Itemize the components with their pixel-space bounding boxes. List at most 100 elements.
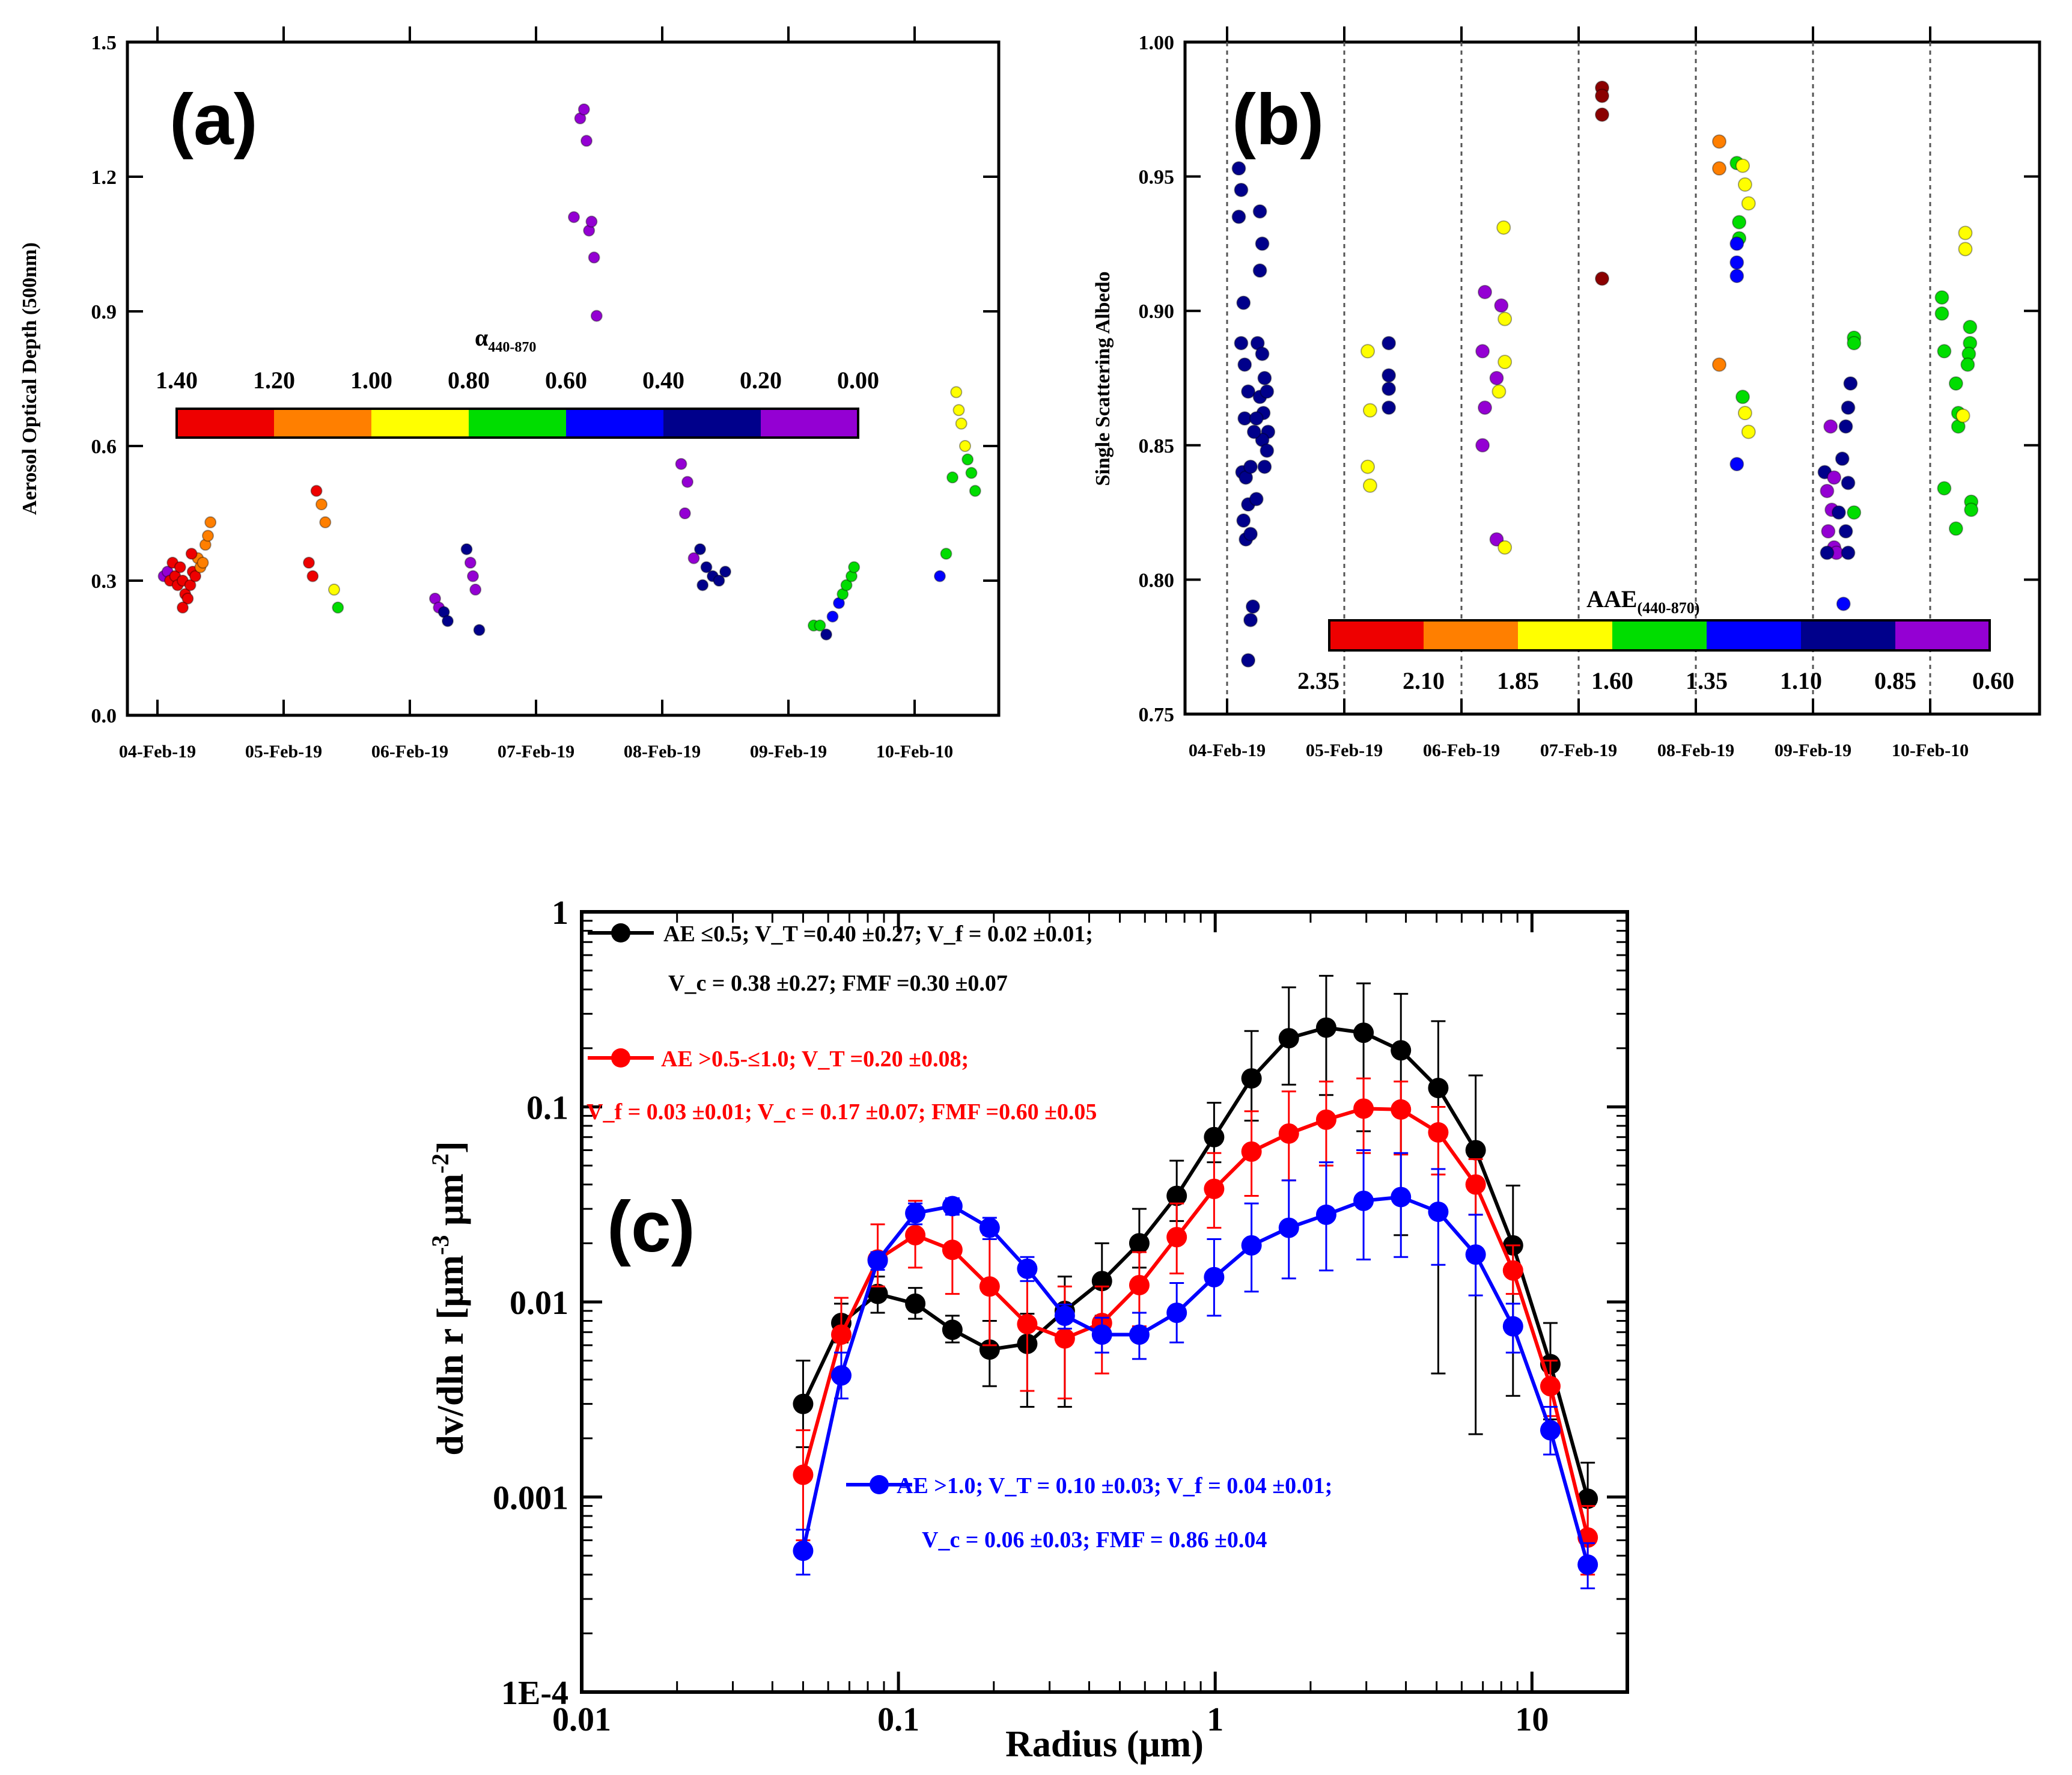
panel-b-colorbar-swatches [1328,619,1991,652]
panel-a-x-ticks: 04-Feb-19 05-Feb-19 06-Feb-19 07-Feb-19 08-F… [119,26,953,762]
data-point [1841,545,1856,560]
panel-b-y-ticks: 0.75 0.80 0.85 0.90 0.95 1.00 [1139,32,2040,726]
data-point [675,457,687,470]
data-point [1732,215,1747,230]
data-point [1257,459,1272,474]
panel-a-frame [126,40,1001,717]
data-point [315,498,328,511]
series-line [801,1025,1589,1500]
y-tick-label: 1 [552,894,568,932]
data-point [940,548,952,560]
data-point [177,601,189,614]
data-point [1843,376,1858,391]
data-point [1255,236,1270,251]
data-point [1494,298,1509,313]
data-point [174,561,186,573]
series-marker [979,1217,1000,1238]
colorbar-label: 2.10 [1403,667,1445,694]
series-marker [1241,1068,1262,1089]
series-marker [867,1250,888,1271]
y-tick-label: 0.001 [493,1480,568,1517]
panel-b-frame [1183,40,2041,716]
data-point [1231,209,1246,224]
data-point [1831,505,1846,520]
series-marker [1353,1098,1374,1119]
panel-b-ylabel: Single Scattering Albedo [1092,271,1114,486]
data-point [1243,613,1258,628]
series-marker [1315,1109,1336,1130]
data-point [1498,540,1513,555]
legend-text-line-1: AE >1.0; V_T = 0.10 ±0.03; V_f = 0.04 ±0… [897,1473,1332,1499]
data-point [1595,271,1609,286]
series-marker [1129,1324,1150,1345]
data-point [1475,344,1490,359]
data-point [814,619,826,632]
data-point [1847,505,1862,520]
y-tick-label: 0.85 [1139,435,1175,457]
data-point [840,579,853,591]
data-point [1361,344,1375,359]
series-line [801,1107,1590,1538]
series-marker [1166,1227,1187,1248]
data-point [189,570,201,582]
data-point [577,103,590,115]
colorbar-swatch [274,409,371,438]
series-marker [1278,1123,1299,1144]
data-point [328,583,340,596]
series-marker [1428,1201,1449,1222]
data-point [1361,459,1375,474]
series-line [801,1195,1589,1565]
colorbar-label: 0.85 [1874,667,1916,694]
data-point [1934,290,1949,305]
series-marker [1465,1244,1486,1265]
data-point [820,628,832,641]
series-marker [1241,1141,1262,1162]
series-marker [1241,1235,1262,1256]
x-tick-label: 05-Feb-19 [1306,741,1383,760]
data-point [1836,596,1851,611]
data-point [306,570,319,582]
series-marker [905,1293,926,1314]
data-point [1735,390,1750,405]
colorbar-swatch [1707,620,1801,650]
data-point [1236,513,1251,528]
y-tick-label: 0.80 [1139,569,1175,591]
series-marker [905,1203,926,1224]
colorbar-label: 1.35 [1686,667,1728,694]
y-tick-label: 0.0 [91,705,117,727]
data-point [1948,376,1963,391]
data-point [969,484,981,497]
colorbar-swatch [566,409,663,438]
data-point [1955,408,1970,423]
data-point [1362,478,1377,493]
y-tick-label: 1E-4 [501,1675,568,1712]
data-point [202,530,214,542]
y-tick-label: 0.01 [510,1285,568,1322]
data-point [719,566,731,578]
data-point [1741,424,1756,439]
data-point [681,475,693,488]
data-point [1838,524,1853,539]
x-tick-label: 04-Feb-19 [1189,741,1266,760]
colorbar-swatch [1518,620,1612,650]
panel-c-label: (c) [607,1187,695,1267]
panel-a-y-ticks: 0.0 0.3 0.6 0.9 1.2 1.5 [91,32,999,727]
data-point [946,471,958,484]
x-tick-label: 0.01 [552,1701,611,1738]
data-point [700,561,713,573]
y-tick-label: 1.5 [91,32,117,54]
panel-c-legend: AE ≤0.5; V_T =0.40 ±0.27; V_f = 0.02 ±0.… [587,921,1332,1553]
y-tick-label: 0.75 [1139,704,1175,726]
x-tick-label: 08-Feb-19 [1657,741,1734,760]
colorbar-label: 1.60 [1591,667,1633,694]
data-point [934,570,946,582]
panel-a-colorbar-title: α440-870 [475,324,536,355]
data-point [694,543,706,555]
data-point [1712,134,1726,149]
data-point [1729,236,1744,251]
series-ff0000 [793,1077,1598,1576]
panel-a-colorbar-swatches [175,408,859,439]
data-point [1729,269,1744,284]
data-point [464,557,477,569]
data-point [687,552,700,564]
